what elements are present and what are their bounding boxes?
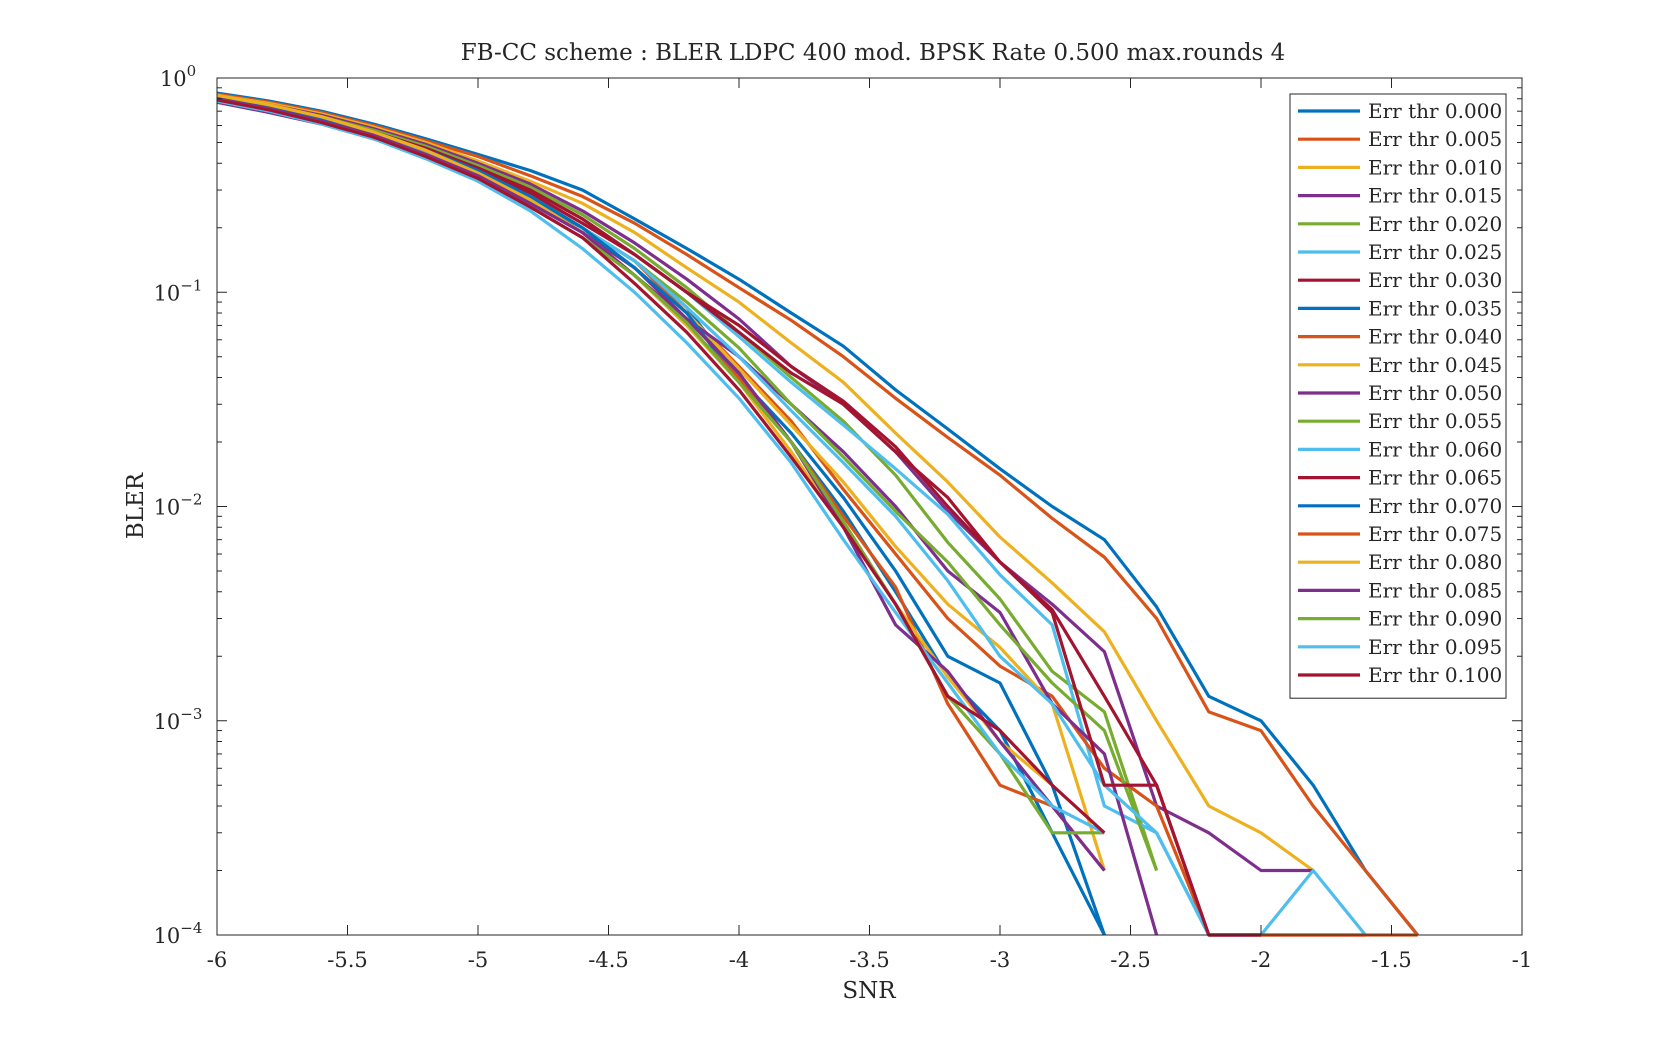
legend-label-10: Err thr 0.050 [1368,381,1502,405]
legend-label-6: Err thr 0.030 [1368,268,1502,292]
legend-label-3: Err thr 0.015 [1368,184,1502,208]
series-line-4 [216,96,1159,872]
y-tick-label: 10−1 [154,276,203,305]
tick-layer: -6 -5.5 -5 -4.5 -4 -3.5 -3 -2.5 -2 -1.5 -1 100 10−1 1… [154,62,1533,972]
legend-label-8: Err thr 0.040 [1368,325,1502,349]
x-tick-label: -1 [1512,948,1532,972]
chart-title: FB-CC scheme : BLER LDPC 400 mod. BPSK R… [461,40,1286,66]
y-axis-label: BLER [123,472,149,539]
series-layer [216,91,1419,937]
series-line-1 [216,92,1419,937]
legend-label-5: Err thr 0.025 [1368,240,1502,264]
legend-label-4: Err thr 0.020 [1368,212,1502,236]
legend-label-2: Err thr 0.010 [1368,155,1502,179]
x-tick-label: -3.5 [849,948,890,972]
series-line-0 [216,91,1419,937]
legend-label-17: Err thr 0.085 [1368,578,1502,602]
x-axis-label: SNR [842,978,896,1004]
x-tick-label: -5.5 [327,948,368,972]
y-tick-label: 10−3 [154,705,203,734]
series-line-3 [216,94,1314,873]
x-tick-label: -2 [1251,948,1271,972]
y-tick-label: 10−4 [154,919,203,948]
x-tick-label: -3 [990,948,1010,972]
legend-label-19: Err thr 0.095 [1368,635,1502,659]
legend-label-18: Err thr 0.090 [1368,607,1502,631]
x-tick-label: -6 [207,948,227,972]
series-line-19 [216,99,1106,835]
legend-label-1: Err thr 0.005 [1368,127,1502,151]
legend: Err thr 0.000 Err thr 0.005 Err thr 0.010 E… [1289,93,1507,699]
legend-label-15: Err thr 0.075 [1368,522,1502,546]
legend-label-16: Err thr 0.080 [1368,550,1502,574]
x-tick-label: -4.5 [588,948,629,972]
legend-label-14: Err thr 0.070 [1368,494,1502,518]
legend-label-9: Err thr 0.045 [1368,353,1502,377]
legend-label-11: Err thr 0.055 [1368,409,1502,433]
x-tick-label: -2.5 [1110,948,1151,972]
series-line-2 [216,93,1315,872]
legend-label-12: Err thr 0.060 [1368,437,1502,461]
legend-label-7: Err thr 0.035 [1368,296,1502,320]
legend-label-13: Err thr 0.065 [1368,466,1502,490]
series-line-20 [216,98,1106,834]
y-tick-label: 10−2 [154,491,203,520]
legend-label-20: Err thr 0.100 [1368,663,1502,687]
x-tick-label: -1.5 [1371,948,1412,972]
y-tick-label: 100 [160,62,196,91]
legend-label-0: Err thr 0.000 [1368,99,1502,123]
x-tick-label: -5 [468,948,488,972]
x-tick-label: -4 [729,948,749,972]
